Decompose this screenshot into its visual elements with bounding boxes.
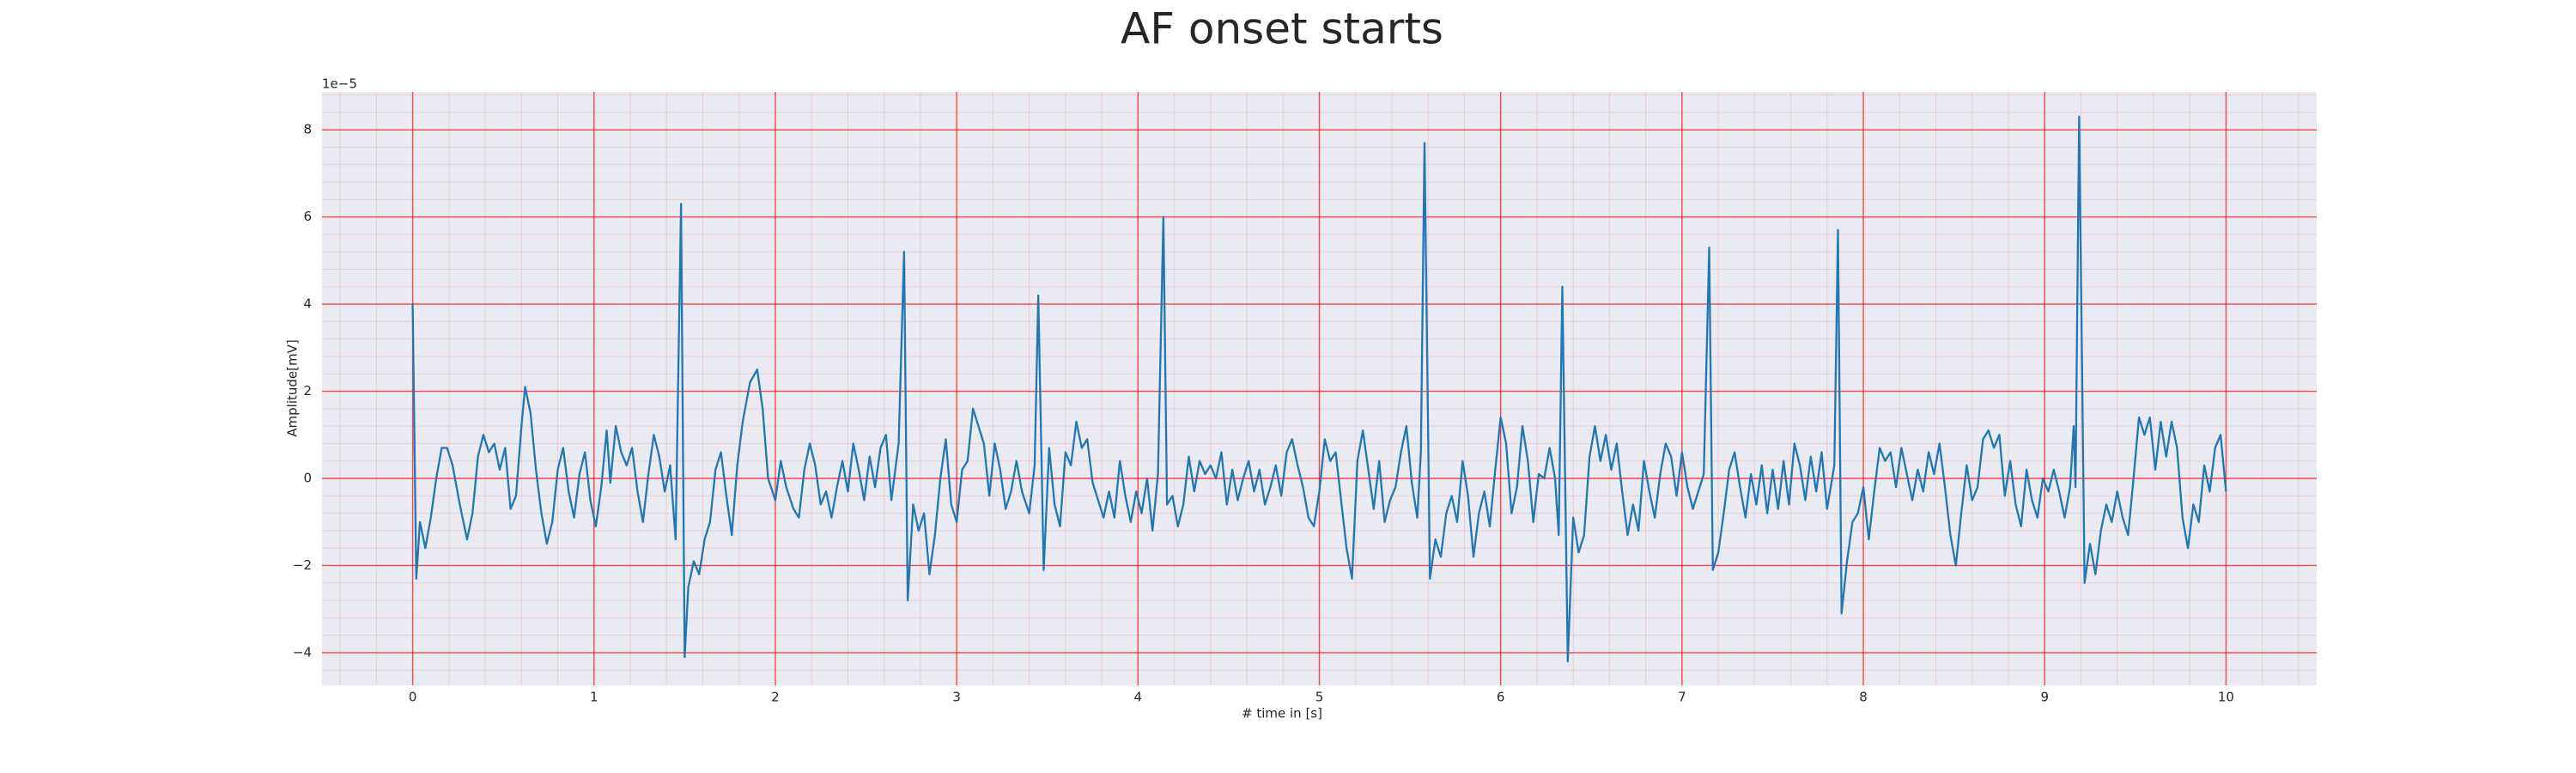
grid	[322, 92, 2317, 685]
y-tick-label: −4	[293, 644, 312, 660]
x-tick-label: 9	[2040, 690, 2049, 705]
y-tick-label: 8	[303, 122, 312, 137]
y-axis-label: Amplitude[mV]	[285, 339, 301, 436]
x-tick-label: 1	[590, 690, 598, 705]
x-tick-label: 0	[409, 690, 417, 705]
y-tick-label: 0	[303, 471, 312, 486]
x-tick-label: 8	[1859, 690, 1868, 705]
x-tick-label: 3	[952, 690, 961, 705]
x-tick-label: 2	[771, 690, 780, 705]
y-tick-label: 6	[303, 209, 312, 224]
x-tick-label: 10	[2218, 690, 2234, 705]
x-tick-label: 7	[1678, 690, 1686, 705]
x-tick-label: 5	[1315, 690, 1324, 705]
signal-line	[411, 115, 2227, 663]
plot-marks	[411, 115, 2227, 663]
chart-title: AF onset starts	[1121, 4, 1443, 54]
y-tick-label: 4	[303, 296, 312, 312]
y-tick-label: −2	[293, 557, 312, 573]
y-tick-label: 2	[303, 383, 312, 399]
x-tick-label: 4	[1134, 690, 1143, 705]
x-tick-label: 6	[1497, 690, 1505, 705]
y-offset-label: 1e−5	[322, 76, 357, 92]
x-axis-label: # time in [s]	[1242, 706, 1322, 721]
